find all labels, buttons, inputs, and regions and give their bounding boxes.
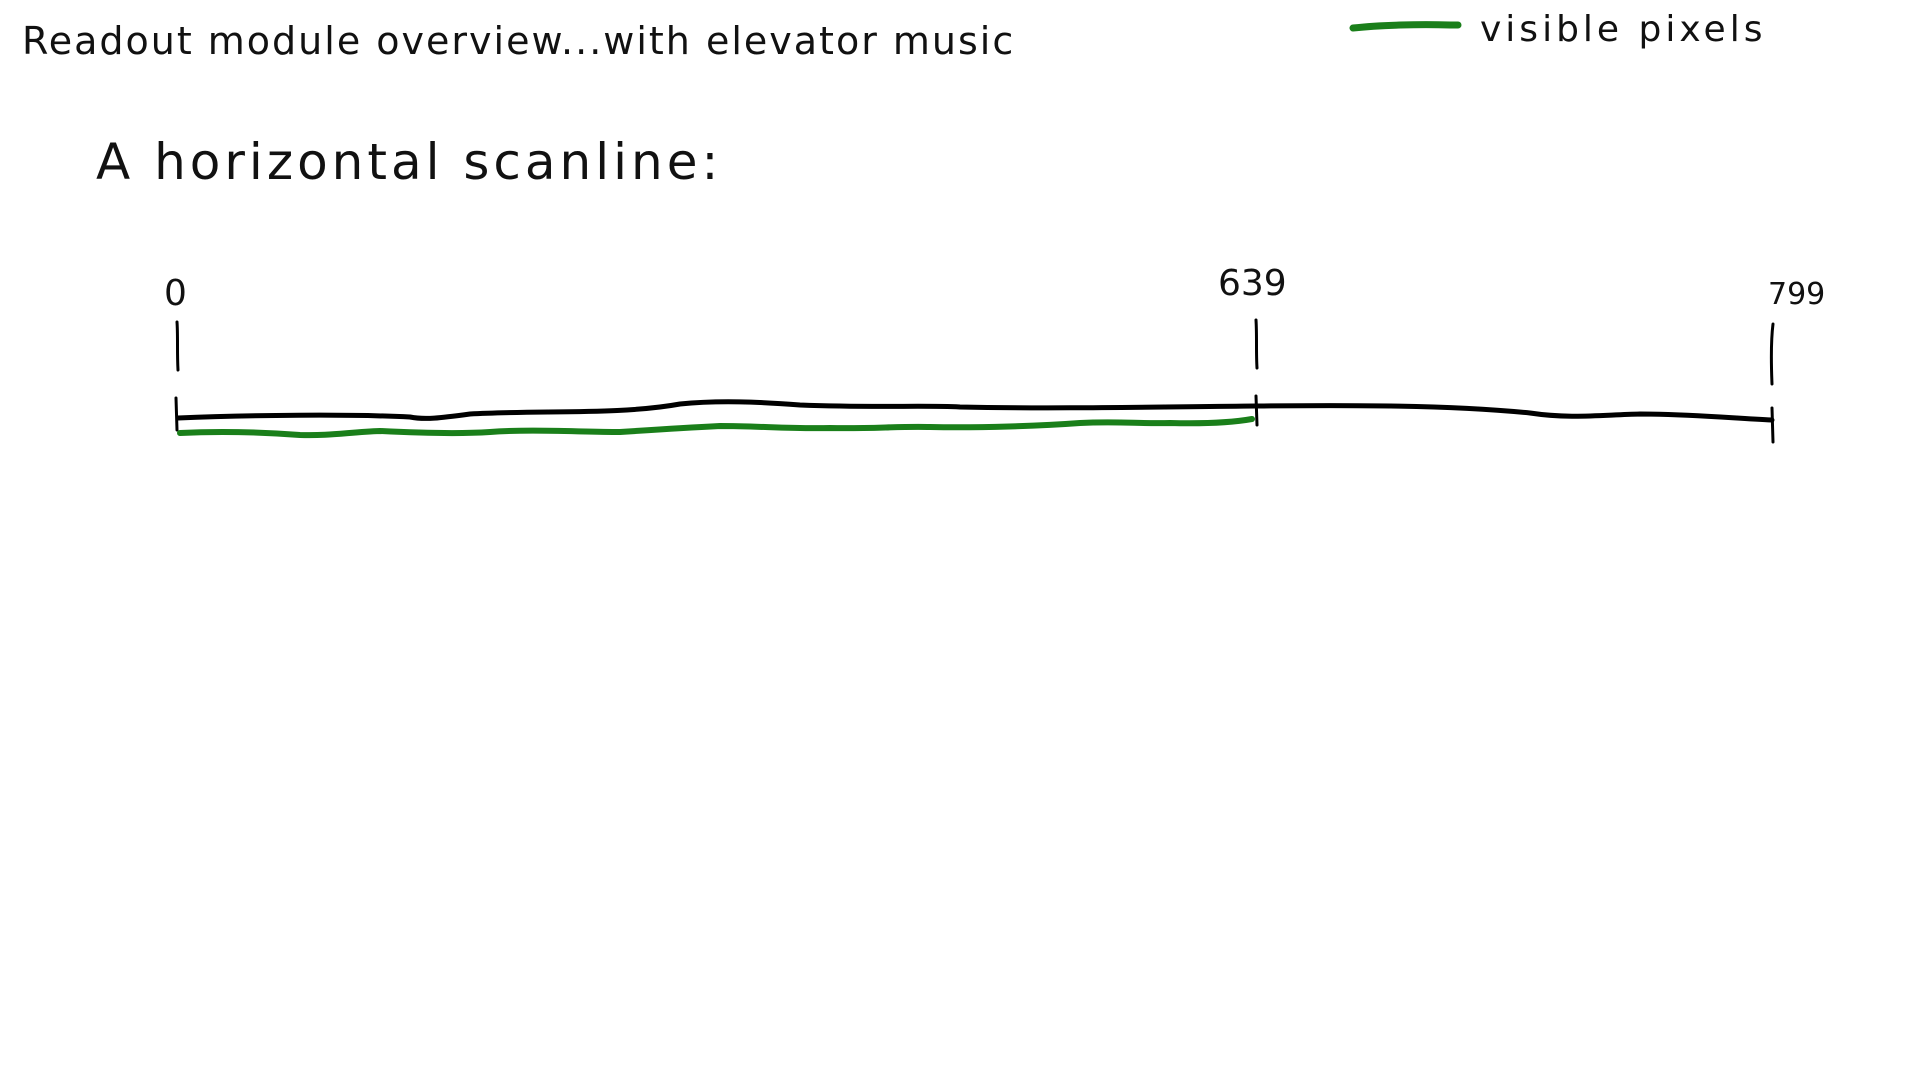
line-end-cap — [1770, 406, 1775, 444]
page-title: Readout module overview...with elevator … — [22, 19, 1016, 63]
scanline-line — [175, 399, 1775, 423]
tick-label-visible-end: 639 — [1218, 263, 1287, 304]
section-heading: A horizontal scanline: — [96, 133, 723, 191]
line-start-cap — [174, 396, 179, 432]
visible-pixels-line — [177, 416, 1255, 439]
tick-label-start: 0 — [164, 273, 187, 314]
legend-swatch — [1349, 21, 1462, 32]
tick-mark-line-end — [1769, 322, 1775, 386]
visible-end-cap — [1254, 394, 1259, 427]
tick-mark-start — [175, 320, 180, 372]
legend-label: visible pixels — [1480, 9, 1767, 50]
tick-mark-visible-end — [1254, 318, 1259, 370]
tick-label-line-end: 799 — [1768, 277, 1826, 312]
